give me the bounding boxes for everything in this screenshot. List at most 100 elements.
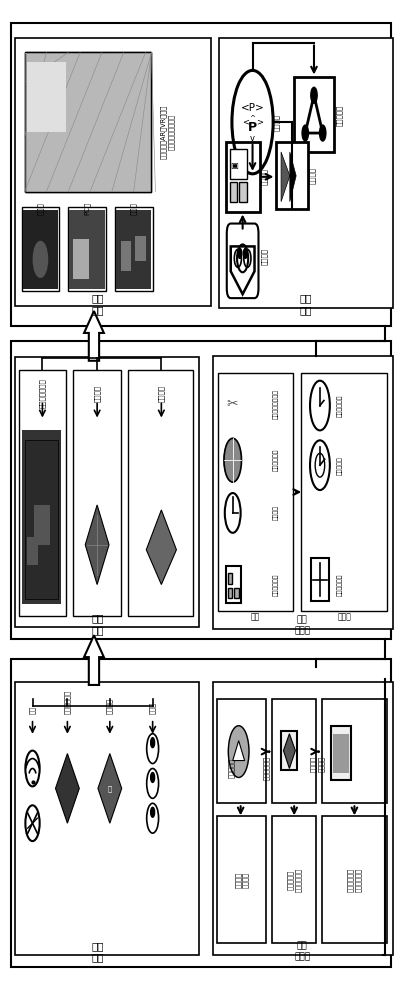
Bar: [330, 726, 350, 780]
Text: 时序数据库: 时序数据库: [336, 456, 342, 475]
Text: 核心
层系统: 核心 层系统: [293, 616, 310, 635]
Circle shape: [150, 772, 154, 782]
Text: 数据管理平台: 数据管理平台: [262, 756, 269, 780]
Text: 多路视频融合: 多路视频融合: [273, 573, 278, 596]
Text: 手机端: 手机端: [130, 202, 137, 215]
Circle shape: [237, 248, 241, 258]
Text: 交互
系统: 交互 系统: [299, 293, 312, 315]
Bar: [14, 357, 198, 627]
Bar: [227, 573, 232, 584]
Circle shape: [33, 241, 47, 277]
Text: v: v: [249, 134, 254, 143]
Bar: [294, 77, 333, 152]
Bar: [332, 734, 348, 773]
Text: 中央集群服务器: 中央集群服务器: [39, 379, 46, 408]
Bar: [234, 588, 238, 598]
Bar: [310, 558, 328, 601]
Bar: [239, 182, 246, 202]
Bar: [115, 207, 152, 291]
Polygon shape: [85, 505, 109, 585]
Text: <: <: [241, 118, 248, 127]
Bar: [68, 207, 105, 291]
Text: 数字高程模型: 数字高程模型: [273, 449, 278, 471]
Text: 边缘
处理: 边缘 处理: [91, 941, 104, 962]
Text: PC端: PC端: [83, 202, 90, 215]
Bar: [321, 699, 387, 803]
Text: 视频应用
网络管理: 视频应用 网络管理: [234, 872, 248, 888]
Bar: [272, 699, 315, 803]
Bar: [18, 370, 66, 616]
Text: P: P: [247, 121, 257, 134]
Text: 无线覆盖: 无线覆盖: [272, 114, 279, 131]
Bar: [22, 210, 58, 289]
Bar: [272, 816, 315, 943]
Bar: [22, 207, 59, 291]
Text: 存储阵列: 存储阵列: [106, 698, 113, 714]
Text: 设备管理: 设备管理: [261, 168, 267, 185]
Polygon shape: [55, 754, 79, 823]
Bar: [217, 373, 292, 611]
Bar: [27, 537, 38, 565]
Bar: [321, 816, 387, 943]
Text: 视频: 视频: [29, 706, 36, 714]
Bar: [213, 356, 392, 629]
Text: <P>: <P>: [240, 103, 264, 113]
Bar: [115, 210, 151, 289]
Bar: [24, 440, 58, 599]
Polygon shape: [84, 311, 103, 361]
Text: 大屏幕: 大屏幕: [37, 202, 44, 215]
Polygon shape: [283, 734, 295, 768]
Text: 视频存储子
系统数据管理: 视频存储子 系统数据管理: [286, 868, 300, 892]
Text: 数据采集处理
视频组织管理: 数据采集处理 视频组织管理: [346, 868, 360, 892]
Bar: [14, 682, 198, 955]
Text: 分布式数据库: 分布式数据库: [336, 394, 342, 417]
Text: 数据
处理: 数据 处理: [91, 614, 104, 635]
Bar: [34, 505, 49, 545]
Text: 快速调度: 快速调度: [309, 167, 315, 184]
Text: 视频网关: 视频网关: [158, 385, 164, 402]
FancyBboxPatch shape: [226, 224, 258, 298]
Bar: [73, 239, 89, 279]
Bar: [229, 149, 246, 179]
Bar: [14, 38, 211, 306]
Bar: [24, 52, 151, 192]
Bar: [218, 38, 392, 308]
Circle shape: [243, 248, 247, 258]
Text: 数据库: 数据库: [337, 613, 350, 622]
Polygon shape: [232, 741, 244, 761]
Polygon shape: [280, 152, 289, 202]
Bar: [24, 52, 151, 192]
Text: ✂: ✂: [226, 397, 238, 411]
Bar: [227, 588, 232, 598]
Bar: [11, 23, 390, 326]
Bar: [11, 659, 390, 967]
Bar: [213, 682, 392, 955]
Text: 多系统交互: 多系统交互: [335, 105, 341, 126]
Text: 流媒体服务器: 流媒体服务器: [64, 690, 71, 714]
Circle shape: [150, 807, 154, 817]
Text: ▣: ▣: [230, 161, 238, 170]
Text: 视频数据
处理平台: 视频数据 处理平台: [310, 756, 324, 772]
Bar: [26, 62, 66, 132]
Text: 云管理平台: 云管理平台: [228, 758, 234, 778]
Text: 感知组: 感知组: [149, 702, 156, 714]
Circle shape: [301, 125, 308, 141]
Bar: [69, 210, 104, 289]
Circle shape: [310, 87, 316, 103]
Text: >: >: [255, 118, 263, 127]
Text: 解码矩阵: 解码矩阵: [93, 385, 100, 402]
Polygon shape: [98, 754, 122, 823]
Text: 数据
层系统: 数据 层系统: [293, 942, 310, 961]
Bar: [216, 699, 266, 803]
Text: 存: 存: [107, 785, 111, 792]
Circle shape: [228, 726, 248, 777]
Polygon shape: [289, 152, 296, 202]
Text: 手势控制、AR、VR等方式
快速调度、无缝漫游: 手势控制、AR、VR等方式 快速调度、无缝漫游: [160, 105, 174, 159]
Bar: [281, 731, 297, 770]
Text: 三维重建: 三维重建: [273, 505, 278, 520]
Bar: [128, 370, 193, 616]
Circle shape: [319, 125, 325, 141]
Bar: [121, 241, 130, 271]
Text: 算法: 算法: [250, 613, 259, 622]
Bar: [225, 142, 259, 212]
